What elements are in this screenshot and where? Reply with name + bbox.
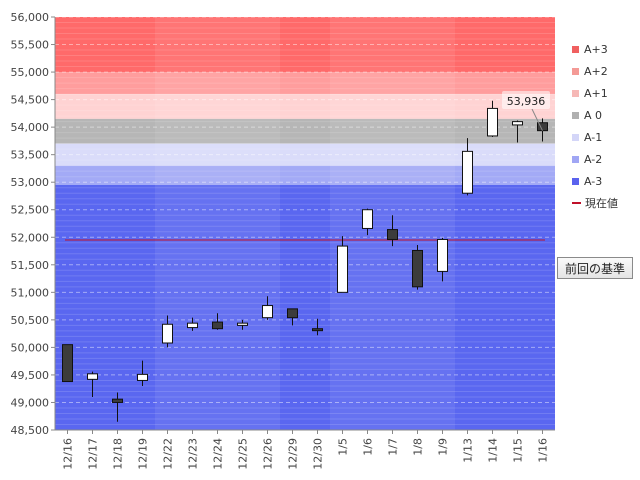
y-tick-label: 53,000 (11, 176, 50, 189)
y-tick-label: 53,500 (11, 149, 50, 162)
legend-line-swatch (572, 202, 581, 204)
x-tick-label: 1/5 (337, 438, 350, 456)
y-tick-label: 56,000 (11, 11, 50, 24)
candle-body-up (162, 323, 173, 344)
legend-item: A+2 (572, 60, 618, 82)
candle-body-up (337, 245, 348, 293)
y-tick-label: 55,000 (11, 66, 50, 79)
legend-swatch (572, 155, 579, 163)
x-tick-label: 12/17 (87, 438, 100, 470)
legend-label: A-2 (584, 152, 603, 166)
y-tick-label: 54,500 (11, 94, 50, 107)
column-shade (155, 17, 280, 430)
legend-swatch (572, 67, 579, 75)
x-tick-label: 1/6 (362, 438, 375, 456)
candle-body-up (462, 150, 473, 194)
callout-leader (531, 108, 543, 131)
x-tick-label: 1/14 (487, 438, 500, 463)
band-a0 (55, 118, 555, 144)
legend-label: A-1 (584, 130, 603, 144)
x-tick-label: 1/7 (387, 438, 400, 456)
x-tick-label: 12/18 (112, 438, 125, 470)
y-tick-label: 52,500 (11, 204, 50, 217)
legend-label: A+3 (584, 42, 608, 56)
legend-swatch (572, 45, 579, 53)
candle-body-up (512, 121, 523, 126)
x-tick-label: 12/16 (62, 438, 75, 470)
previous-baseline-button[interactable]: 前回の基準 (557, 257, 633, 279)
x-tick-label: 12/26 (262, 438, 275, 470)
legend-item: A-3 (572, 170, 618, 192)
legend-label: A+1 (584, 86, 608, 100)
candle-body-down (387, 229, 398, 240)
y-tick-label: 52,000 (11, 231, 50, 244)
candle-body-down (212, 321, 223, 330)
x-tick-label: 12/29 (287, 438, 300, 470)
legend-item: A+1 (572, 82, 618, 104)
candle-body-down (112, 398, 123, 403)
legend-label: A+2 (584, 64, 608, 78)
y-tick-label: 50,000 (11, 341, 50, 354)
legend-item-current-value: 現在値 (572, 192, 618, 214)
legend-label: 現在値 (585, 197, 618, 210)
y-tick-label: 48,500 (11, 424, 50, 437)
candle-layer (62, 100, 548, 422)
y-tick-label: 54,000 (11, 121, 50, 134)
x-axis: 12/16 12/17 12/18 12/19 12/22 12/23 12/24 12/25… (55, 429, 555, 470)
legend-swatch (572, 89, 579, 97)
y-tick-label: 51,000 (11, 286, 50, 299)
x-tick-label: 1/9 (437, 438, 450, 456)
legend-item: A-2 (572, 148, 618, 170)
x-tick-label: 12/25 (237, 438, 250, 470)
candle-body-down (312, 328, 323, 332)
x-tick-label: 1/8 (412, 438, 425, 456)
candle-body-down (287, 308, 298, 319)
callout-box (502, 91, 550, 109)
candle-body-up (262, 305, 273, 319)
y-axis: 56,000 55,500 55,000 54,500 54,000 53,500 53,0… (11, 11, 56, 437)
legend-item: A 0 (572, 104, 618, 126)
band-a-1 (55, 143, 555, 166)
band-a+3 (55, 17, 555, 73)
x-tick-label: 12/19 (137, 438, 150, 470)
candle-body-down (412, 249, 423, 288)
legend-swatch (572, 177, 579, 185)
y-tick-label: 49,500 (11, 369, 50, 382)
x-tick-label: 1/13 (462, 438, 475, 463)
x-tick-label: 1/15 (512, 438, 525, 463)
y-tick-label: 55,500 (11, 39, 50, 52)
candle-body-up (137, 373, 148, 381)
legend-swatch (572, 111, 579, 119)
band-a-2 (55, 165, 555, 185)
x-tick-label: 12/23 (187, 438, 200, 470)
candle-body-up (437, 238, 448, 272)
legend-item: A+3 (572, 38, 618, 60)
current-value-callout: 53,936 (502, 91, 550, 131)
candle-body-up (87, 373, 98, 380)
callout-value: 53,936 (507, 95, 546, 108)
band-layer (55, 17, 555, 430)
band-a+1 (55, 94, 555, 119)
candle-body-down (62, 344, 73, 383)
candle-body-up (187, 322, 198, 329)
x-tick-label: 12/24 (212, 438, 225, 470)
x-tick-label: 1/16 (537, 438, 550, 463)
y-tick-label: 49,000 (11, 396, 50, 409)
legend-label: A 0 (584, 108, 603, 122)
x-tick-label: 12/22 (162, 438, 175, 470)
candle-body-up (362, 209, 373, 229)
y-tick-label: 51,500 (11, 259, 50, 272)
band-a-3 (55, 184, 555, 430)
x-tick-label: 12/30 (312, 438, 325, 470)
legend-swatch (572, 133, 579, 141)
candle-body-up (487, 107, 498, 137)
legend-item: A-1 (572, 126, 618, 148)
legend-label: A-3 (584, 174, 603, 188)
legend: A+3 A+2 A+1 A 0 A-1 A-2 A-3 現在値 (572, 38, 618, 214)
candle-body-up (237, 322, 248, 326)
band-a+2 (55, 72, 555, 95)
y-tick-label: 50,500 (11, 314, 50, 327)
